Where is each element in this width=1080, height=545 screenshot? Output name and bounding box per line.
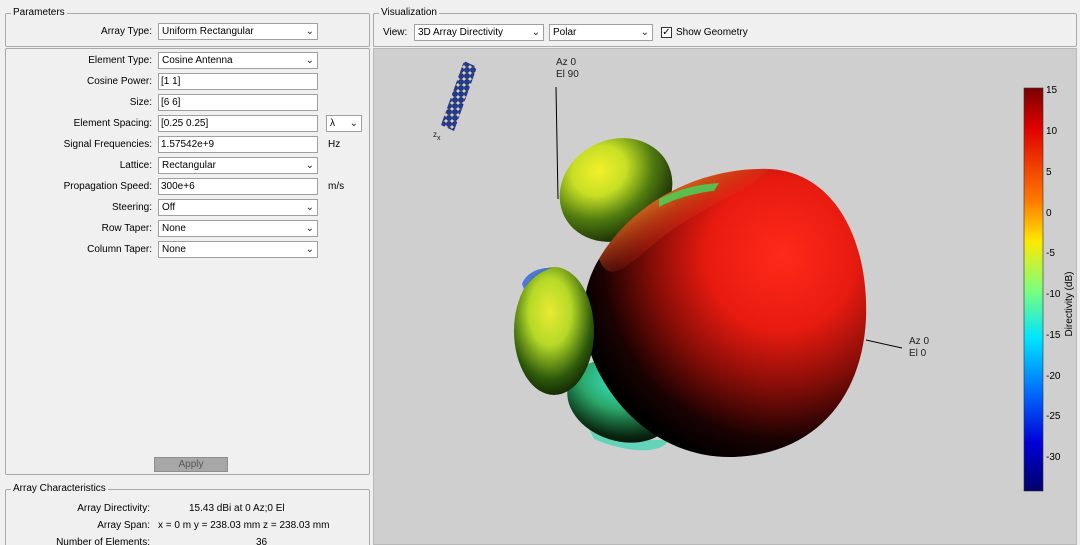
column-taper-value: None <box>162 244 186 255</box>
top-az-label: Az 0 <box>556 57 576 68</box>
array-type-label: Array Type: <box>101 26 152 37</box>
array-type-select[interactable]: Uniform Rectangular ⌄ <box>158 23 318 40</box>
element-spacing-label: Element Spacing: <box>73 118 152 129</box>
show-geometry-checkbox[interactable]: ✓ <box>661 27 672 38</box>
zenith-guide-line <box>555 86 559 200</box>
spacing-unit-value: λ <box>330 118 335 129</box>
directivity-3d-plot[interactable]: z x Az 0 El 90 Az 0 El 0 <box>374 49 1078 545</box>
size-input[interactable]: [6 6] <box>158 94 318 111</box>
visualization-group: Visualization <box>373 7 1077 47</box>
chevron-down-icon: ⌄ <box>640 27 649 38</box>
horizon-guide-line <box>865 339 903 349</box>
side-lobe-left <box>514 267 594 395</box>
size-label: Size: <box>129 97 152 108</box>
number-of-elements-label: Number of Elements: <box>56 537 150 545</box>
chevron-down-icon: ⌄ <box>305 55 314 66</box>
signal-frequencies-label: Signal Frequencies: <box>63 139 152 150</box>
directivity-plot-area[interactable]: z x Az 0 El 90 Az 0 El 0 15 10 <box>373 48 1077 545</box>
lattice-label: Lattice: <box>119 160 152 171</box>
steering-label: Steering: <box>111 202 152 213</box>
element-type-label: Element Type: <box>88 55 152 66</box>
colorbar-tick: -10 <box>1046 289 1061 300</box>
colorbar-tick: 10 <box>1046 126 1058 137</box>
chevron-down-icon: ⌄ <box>349 118 358 129</box>
array-type-value: Uniform Rectangular <box>162 26 254 37</box>
propagation-speed-input[interactable]: 300e+6 <box>158 178 318 195</box>
chevron-down-icon: ⌄ <box>305 223 314 234</box>
colorbar-label: Directivity (dB) <box>1064 271 1075 337</box>
array-directivity-label: Array Directivity: <box>77 503 150 514</box>
chevron-down-icon: ⌄ <box>305 160 314 171</box>
colorbar-tick: 5 <box>1046 167 1052 178</box>
row-taper-select[interactable]: None ⌄ <box>158 220 318 237</box>
array-span-value: x = 0 m y = 238.03 mm z = 238.03 mm <box>158 520 330 531</box>
view-select[interactable]: 3D Array Directivity ⌄ <box>414 24 544 41</box>
view-label: View: <box>383 27 408 38</box>
show-geometry-label: Show Geometry <box>676 27 748 38</box>
coordinate-value: Polar <box>553 27 577 38</box>
colorbar-tick: 0 <box>1046 208 1052 219</box>
view-value: 3D Array Directivity <box>418 27 504 38</box>
frequency-unit: Hz <box>328 139 341 150</box>
row-taper-label: Row Taper: <box>101 223 152 234</box>
visualization-title: Visualization <box>379 7 439 19</box>
parameters-title: Parameters <box>11 7 67 19</box>
steering-select[interactable]: Off ⌄ <box>158 199 318 216</box>
main-lobe <box>583 168 867 458</box>
svg-text:x: x <box>437 135 441 142</box>
array-geometry-inset: z x <box>433 61 477 142</box>
column-taper-label: Column Taper: <box>87 244 152 255</box>
number-of-elements-value: 36 <box>256 537 268 545</box>
right-el-label: El 0 <box>909 348 927 359</box>
array-characteristics-group: Array Characteristics <box>5 483 370 545</box>
colorbar-tick: -15 <box>1046 330 1061 341</box>
colorbar-tick: -5 <box>1046 248 1055 259</box>
cosine-power-input[interactable]: [1 1] <box>158 73 318 90</box>
signal-frequencies-input[interactable]: 1.57542e+9 <box>158 136 318 153</box>
spacing-unit-select[interactable]: λ ⌄ <box>326 115 362 132</box>
element-parameters-panel <box>5 48 370 475</box>
chevron-down-icon: ⌄ <box>305 202 314 213</box>
steering-value: Off <box>162 202 176 213</box>
element-spacing-input[interactable]: [0.25 0.25] <box>158 115 318 132</box>
colorbar-tick: -20 <box>1046 371 1061 382</box>
lattice-select[interactable]: Rectangular ⌄ <box>158 157 318 174</box>
chevron-down-icon: ⌄ <box>305 244 314 255</box>
array-directivity-value: 15.43 dBi at 0 Az;0 El <box>189 503 285 514</box>
row-taper-value: None <box>162 223 186 234</box>
propagation-speed-label: Propagation Speed: <box>63 181 152 192</box>
coordinate-select[interactable]: Polar ⌄ <box>549 24 653 41</box>
column-taper-select[interactable]: None ⌄ <box>158 241 318 258</box>
chevron-down-icon: ⌄ <box>305 26 314 37</box>
element-type-value: Cosine Antenna <box>162 55 233 66</box>
colorbar <box>1023 87 1044 492</box>
apply-button[interactable]: Apply <box>154 457 228 472</box>
geometry-axis-label: z <box>433 130 437 139</box>
chevron-down-icon: ⌄ <box>531 27 540 38</box>
parameters-group: Parameters <box>5 7 370 47</box>
colorbar-tick: -25 <box>1046 411 1061 422</box>
array-characteristics-title: Array Characteristics <box>11 483 108 495</box>
colorbar-tick: 15 <box>1046 85 1058 96</box>
array-span-label: Array Span: <box>97 520 150 531</box>
speed-unit: m/s <box>328 181 345 192</box>
right-az-label: Az 0 <box>909 336 929 347</box>
colorbar-tick: -30 <box>1046 452 1061 463</box>
lattice-value: Rectangular <box>162 160 216 171</box>
top-el-label: El 90 <box>556 69 579 80</box>
cosine-power-label: Cosine Power: <box>86 76 152 87</box>
element-type-select[interactable]: Cosine Antenna ⌄ <box>158 52 318 69</box>
